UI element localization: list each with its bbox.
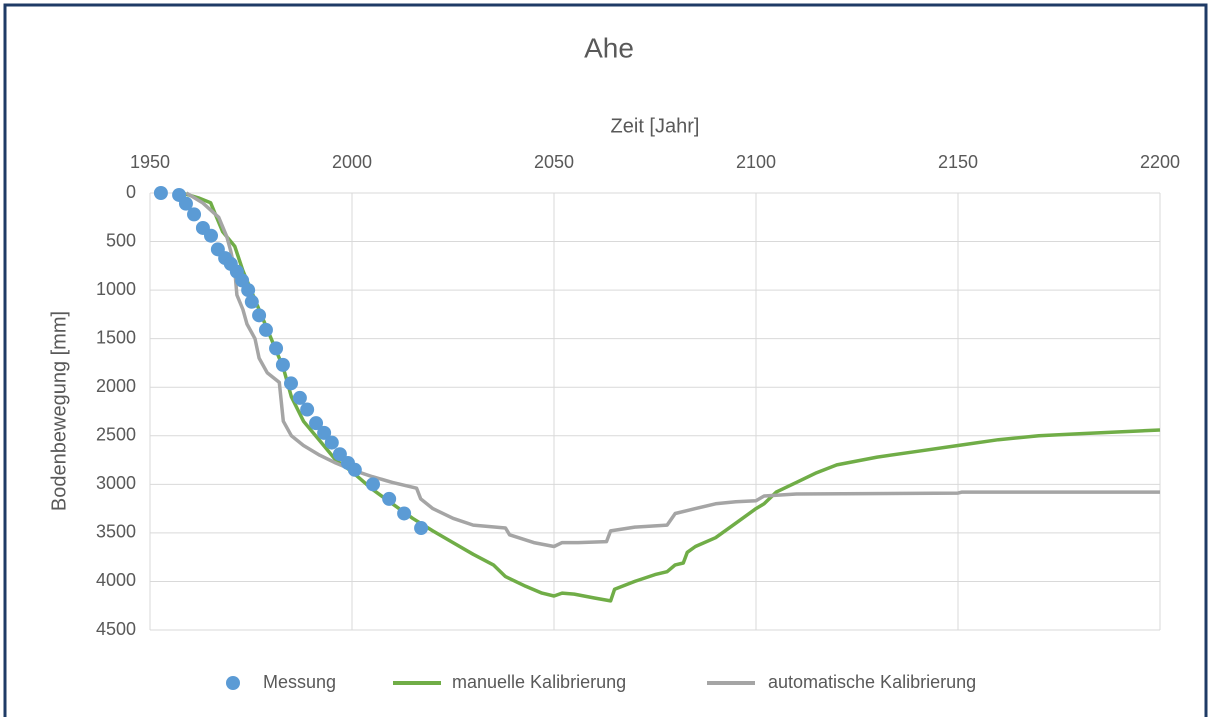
scatter-point: [347, 462, 362, 477]
y-tick-label: 2000: [96, 376, 136, 396]
scatter-point: [258, 322, 273, 337]
scatter-point: [283, 376, 298, 391]
legend-label: automatische Kalibrierung: [768, 672, 976, 692]
x-axis-title: Zeit [Jahr]: [611, 115, 700, 137]
frame: [3, 3, 1208, 717]
scatter-point: [317, 425, 332, 440]
scatter-point: [204, 228, 219, 243]
line-series: [185, 191, 1160, 549]
scatter-point: [252, 308, 267, 323]
scatter-point: [244, 294, 259, 309]
y-tick-label: 4500: [96, 619, 136, 639]
scatter-point: [382, 491, 397, 506]
scatter-point: [153, 186, 168, 200]
scatter-point: [366, 477, 381, 492]
scatter-point: [178, 196, 193, 211]
y-tick-label: 3000: [96, 473, 136, 493]
legend-label: manuelle Kalibrierung: [452, 672, 626, 692]
legend-marker: [226, 676, 240, 690]
scatter-point: [187, 207, 202, 222]
legend-label: Messung: [263, 672, 336, 692]
x-tick-label: 2150: [938, 152, 978, 172]
y-tick-label: 4000: [96, 570, 136, 590]
x-tick-label: 2050: [534, 152, 574, 172]
scatter-point: [397, 506, 412, 521]
y-axis-title: Bodenbewegung [mm]: [48, 311, 70, 511]
scatter-point: [414, 521, 429, 536]
y-tick-label: 500: [106, 230, 136, 250]
scatter-point: [292, 390, 307, 405]
scatter-point: [309, 416, 324, 431]
line-series: [181, 191, 1161, 603]
scatter-point: [241, 283, 256, 298]
y-tick-label: 3500: [96, 522, 136, 542]
scatter-point: [300, 402, 315, 417]
x-tick-label: 2100: [736, 152, 776, 172]
x-tick-label: 2000: [332, 152, 372, 172]
y-tick-label: 1000: [96, 279, 136, 299]
y-tick-label: 2500: [96, 425, 136, 445]
scatter-point: [324, 435, 339, 450]
chart-title: Ahe: [584, 32, 634, 63]
x-tick-label: 2200: [1140, 152, 1180, 172]
y-tick-label: 0: [126, 182, 136, 202]
scatter-point: [269, 341, 284, 356]
y-tick-label: 1500: [96, 327, 136, 347]
scatter-point: [275, 357, 290, 372]
x-tick-label: 1950: [130, 152, 170, 172]
